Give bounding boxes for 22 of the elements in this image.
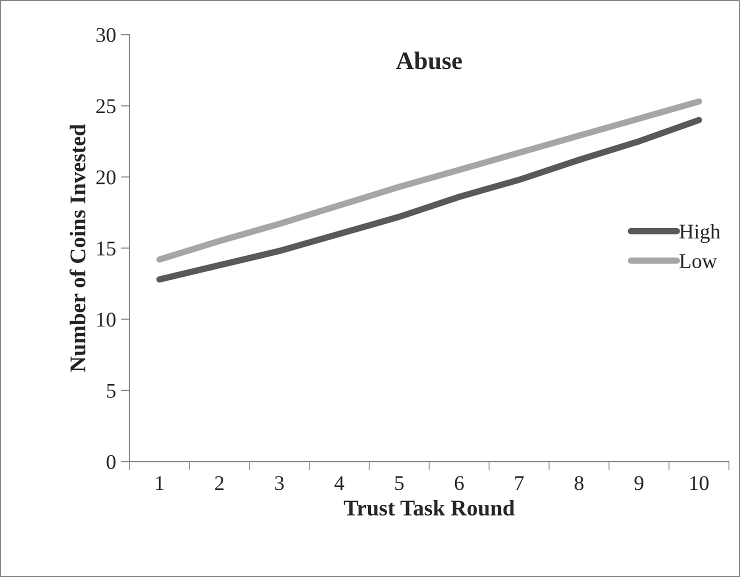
y-tick-label: 5 (107, 384, 116, 398)
x-tick-label: 5 (395, 476, 404, 490)
x-tick-label: 6 (454, 476, 464, 490)
x-tick-label: 3 (275, 476, 284, 490)
y-tick-label: 30 (96, 28, 116, 42)
y-tick-label: 10 (97, 312, 116, 327)
text: Abuse (396, 52, 462, 70)
x-tick-label: 1 (156, 476, 164, 490)
x-tick-label: 9 (634, 476, 644, 490)
y-tick-label: 15 (97, 242, 116, 256)
y-tick-label: 25 (96, 99, 116, 114)
x-tick-label: 8 (574, 476, 584, 490)
y-tick-label: 0 (106, 454, 116, 470)
y-tick-label: 20 (96, 170, 116, 184)
x-tick-label: 10 (690, 476, 709, 490)
y-axis-title: Number of Coins Invested (70, 124, 86, 372)
x-tick-label: 4 (334, 476, 344, 490)
legend-label: Low (680, 254, 717, 268)
x-tick-label: 7 (515, 476, 524, 490)
x-axis-title: Trust Task Round (344, 500, 515, 516)
legend-label: High (680, 224, 720, 243)
x-tick-label: 2 (215, 476, 224, 490)
